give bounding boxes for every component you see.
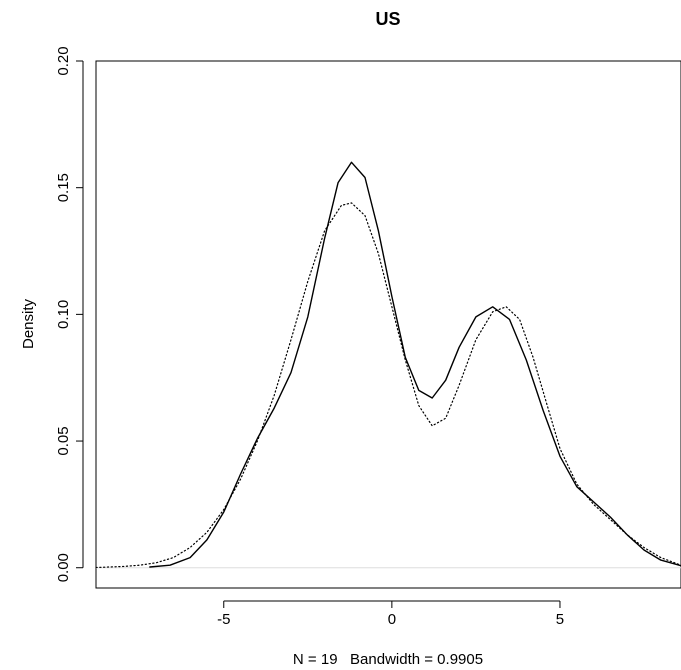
x-tick-label: 5 xyxy=(556,611,564,628)
y-axis-label: Density xyxy=(20,298,37,349)
x-tick-label: 0 xyxy=(388,611,396,628)
y-axis: 0.00 0.05 0.10 0.15 0.20 xyxy=(55,46,84,582)
y-tick-label: 0.00 xyxy=(55,553,72,582)
density-curves xyxy=(95,161,681,569)
chart-title: US xyxy=(375,9,400,29)
plot-box xyxy=(95,60,681,589)
y-tick-label: 0.05 xyxy=(55,426,72,455)
x-axis-label: N = 19 Bandwidth = 0.9905 xyxy=(293,651,483,668)
dotted-density-line xyxy=(95,202,681,569)
y-tick-label: 0.10 xyxy=(55,300,72,329)
y-tick-label: 0.20 xyxy=(55,46,72,75)
x-tick-label: -5 xyxy=(217,611,230,628)
x-axis: -5 0 5 xyxy=(217,600,564,628)
solid-density-line xyxy=(149,161,681,568)
y-tick-label: 0.15 xyxy=(55,173,72,202)
